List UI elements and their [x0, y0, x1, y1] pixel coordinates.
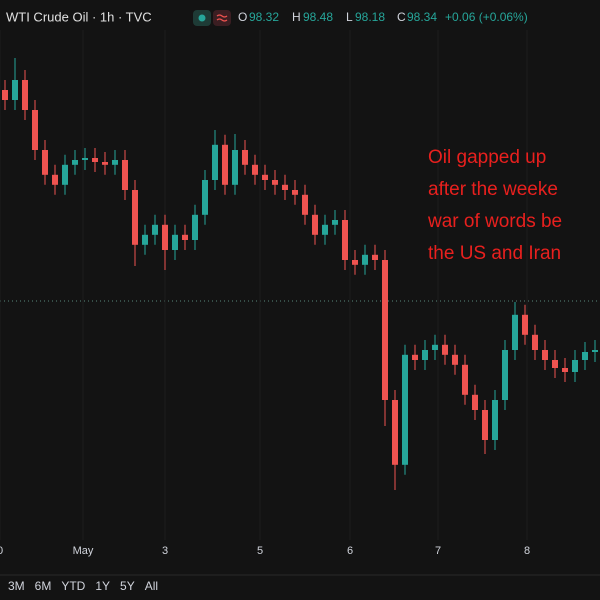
- ohlc-label: L: [346, 10, 353, 24]
- compare-glyph: [216, 14, 228, 22]
- ohlc-value: 98.48: [303, 10, 333, 24]
- ohlc-label: O: [238, 10, 247, 24]
- range-button[interactable]: 3M: [8, 579, 25, 593]
- annotation: Oil gapped up: [428, 147, 546, 168]
- range-button[interactable]: 6M: [35, 579, 52, 593]
- candle-body: [172, 234, 178, 250]
- candle-body: [462, 364, 468, 395]
- x-tick-label: 3: [162, 545, 168, 557]
- candle-body: [432, 344, 438, 350]
- ohlc-value: 98.34: [407, 10, 437, 24]
- candle-body: [382, 260, 388, 400]
- ohlc-value: 98.32: [249, 10, 279, 24]
- compare-icon[interactable]: [213, 10, 231, 26]
- candle-body: [262, 174, 268, 180]
- candle-body: [182, 234, 188, 240]
- candle-body: [62, 164, 68, 185]
- candle-body: [332, 220, 338, 225]
- ohlc-label: H: [292, 10, 301, 24]
- candle-body: [542, 350, 548, 360]
- candle-body: [482, 410, 488, 440]
- candle-body: [552, 360, 558, 368]
- candle-body: [242, 150, 248, 165]
- candle-body: [362, 254, 368, 265]
- candle-body: [372, 254, 378, 260]
- x-tick-label: 0: [0, 545, 3, 557]
- x-tick-label: 8: [524, 545, 530, 557]
- candle-body: [302, 194, 308, 215]
- candle-body: [212, 144, 218, 180]
- candle-body: [512, 314, 518, 350]
- candle-body: [442, 344, 448, 355]
- range-button[interactable]: YTD: [61, 579, 85, 593]
- candle-body: [562, 368, 568, 372]
- candle-body: [232, 150, 238, 185]
- candle-body: [292, 190, 298, 195]
- candle-body: [192, 214, 198, 240]
- candle-body: [422, 350, 428, 360]
- candle-body: [2, 90, 8, 100]
- symbol-title: WTI Crude Oil · 1h · TVC: [6, 9, 152, 24]
- candle-body: [352, 260, 358, 265]
- candle-body: [12, 80, 18, 100]
- annotation: after the weeke: [428, 179, 558, 200]
- candle-body: [582, 352, 588, 360]
- candle-body: [42, 150, 48, 175]
- candle-body: [492, 400, 498, 440]
- candle-body: [322, 224, 328, 235]
- candle-body: [452, 354, 458, 365]
- range-button[interactable]: 5Y: [120, 579, 135, 593]
- candle-body: [82, 158, 88, 160]
- candle-body: [272, 180, 278, 185]
- candle-body: [532, 334, 538, 350]
- candle-body: [152, 224, 158, 235]
- x-tick-label: 7: [435, 545, 441, 557]
- candle-body: [32, 110, 38, 150]
- candle-body: [162, 224, 168, 250]
- candle-body: [412, 354, 418, 360]
- candle-body: [402, 354, 408, 465]
- annotation: war of words be: [427, 211, 562, 232]
- candle-body: [102, 162, 108, 165]
- candle-body: [282, 184, 288, 190]
- ohlc-change: +0.06 (+0.06%): [445, 10, 528, 24]
- candle-body: [312, 214, 318, 235]
- candle-body: [72, 160, 78, 165]
- candle-body: [122, 160, 128, 190]
- range-button[interactable]: All: [145, 579, 158, 593]
- x-tick-label: 6: [347, 545, 353, 557]
- candle-body: [502, 350, 508, 400]
- x-tick-label: May: [73, 545, 94, 557]
- status-dot: [198, 14, 206, 22]
- candle-body: [472, 394, 478, 410]
- candle-body: [52, 174, 58, 185]
- range-button[interactable]: 1Y: [95, 579, 110, 593]
- candle-body: [22, 80, 28, 110]
- candle-body: [342, 220, 348, 260]
- candle-body: [142, 234, 148, 245]
- ohlc-value: 98.18: [355, 10, 385, 24]
- candle-body: [112, 160, 118, 165]
- candle-body: [222, 144, 228, 185]
- candle-body: [592, 350, 598, 352]
- candle-body: [572, 360, 578, 372]
- candle-body: [132, 190, 138, 245]
- candle-body: [522, 314, 528, 335]
- x-tick-label: 5: [257, 545, 263, 557]
- candle-body: [252, 164, 258, 175]
- candle-body: [392, 400, 398, 465]
- candle-body: [92, 158, 98, 162]
- ohlc-label: C: [397, 10, 406, 24]
- candle-body: [202, 180, 208, 215]
- annotation: the US and Iran: [428, 243, 561, 264]
